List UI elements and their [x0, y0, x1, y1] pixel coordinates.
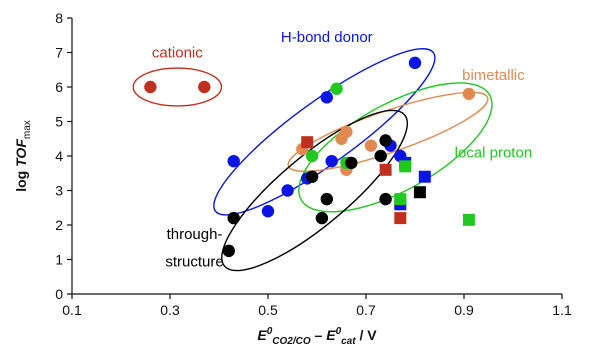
x-label-e-2: E: [326, 327, 336, 343]
ellipse-local: [298, 82, 493, 213]
point-circle-through: [227, 211, 240, 225]
ellipse-cationic: [132, 67, 223, 107]
point-circle-through: [374, 149, 387, 163]
point-square-sq_green: [462, 213, 475, 226]
x-axis-label: E0CO2/CO – E0cat / V: [257, 326, 377, 347]
point-circle-through: [305, 170, 319, 183]
label-cationic: cationic: [152, 45, 203, 62]
point-circle-cationic: [198, 80, 211, 94]
point-circle-local_green: [330, 82, 343, 95]
ellipse-through: [221, 109, 409, 272]
x-axis-ticks: 0.1 0.3 0.5 0.7 0.9 1.1: [62, 294, 572, 318]
y-tick-label: 3: [55, 183, 63, 199]
point-circle-bimetallic: [340, 125, 353, 139]
y-tick-label: 5: [55, 114, 63, 130]
group-ellipses: [132, 48, 493, 272]
point-circle-hbond: [281, 184, 294, 197]
x-tick-label: 0.3: [160, 302, 180, 318]
point-square-sq_green: [399, 160, 412, 173]
y-tick-label: 4: [55, 148, 63, 164]
x-tick-label: 0.5: [258, 302, 278, 318]
x-tick-label: 0.9: [454, 302, 474, 318]
x-label-sub-1: CO2/CO: [272, 336, 311, 347]
label-through1: through-: [167, 226, 223, 243]
label-hbond: H-bond donor: [281, 29, 373, 46]
point-circle-hbond: [261, 205, 275, 218]
x-label-sup-1: 0: [267, 326, 273, 337]
point-circle-bimetallic: [462, 87, 476, 101]
label-bimetallic: bimetallic: [462, 67, 525, 84]
point-square-sq_red: [394, 212, 407, 225]
point-circle-hbond: [320, 91, 333, 104]
y-tick-label: 8: [55, 10, 63, 26]
data-points: [144, 56, 476, 258]
point-circle-hbond: [408, 56, 422, 70]
point-circle-through: [315, 211, 329, 225]
y-tick-label: 2: [55, 217, 63, 233]
x-tick-label: 0.7: [356, 302, 376, 318]
point-square-sq_blue: [418, 170, 431, 183]
y-axis-ticks: 0 1 2 3 4 5 6 7 8: [55, 10, 72, 302]
y-tick-label: 7: [55, 45, 63, 61]
y-tick-label: 6: [55, 79, 63, 95]
point-square-sq_red: [301, 136, 314, 149]
point-square-sq_black: [413, 186, 426, 199]
point-circle-through: [345, 156, 358, 170]
y-label-tof: TOF: [13, 139, 29, 167]
x-tick-label: 0.1: [62, 302, 82, 318]
point-square-sq_green: [394, 193, 407, 206]
label-local: local proton: [455, 145, 533, 162]
x-label-dash: –: [311, 327, 327, 343]
point-circle-hbond: [325, 154, 338, 168]
point-circle-hbond: [227, 154, 240, 168]
x-label-sup-2: 0: [336, 326, 342, 337]
label-through2: structure: [165, 253, 223, 270]
point-circle-cationic: [144, 80, 157, 94]
y-label-sub: max: [22, 120, 33, 139]
point-circle-through: [379, 134, 392, 147]
x-label-unit: / V: [356, 327, 378, 343]
ellipse-hbond: [213, 48, 436, 216]
y-tick-label: 0: [55, 286, 63, 302]
point-circle-through: [320, 192, 333, 206]
x-label-e: E: [257, 327, 267, 343]
x-tick-label: 1.1: [552, 302, 572, 318]
group-labels: cationic H-bond donor bimetallic local prot…: [152, 29, 532, 270]
x-label-sub-2: cat: [341, 336, 356, 347]
point-circle-through: [222, 244, 235, 258]
y-label-log: log: [13, 167, 29, 192]
y-axis-label: log TOFmax: [13, 120, 33, 192]
point-circle-local_green: [305, 149, 319, 163]
y-tick-label: 1: [55, 252, 63, 268]
point-square-sq_red: [379, 163, 392, 176]
point-circle-through: [379, 192, 392, 206]
point-circle-bimetallic: [364, 139, 378, 152]
